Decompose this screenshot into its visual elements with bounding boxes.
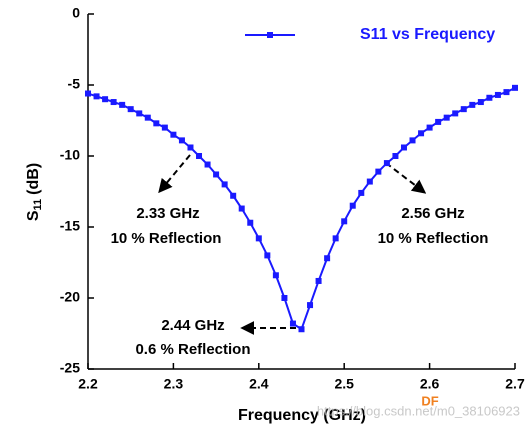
marker	[213, 171, 220, 178]
y-tick-label: -25	[60, 360, 80, 376]
marker	[366, 178, 373, 185]
y-label-subscript: 11	[32, 199, 44, 211]
marker	[153, 120, 160, 127]
marker	[383, 160, 390, 167]
x-axis-label: Frequency (GHz)	[238, 407, 366, 424]
marker	[136, 110, 143, 117]
marker	[460, 106, 467, 113]
marker	[477, 99, 484, 106]
watermark-url: https://blog.csdn.net/m0_38106923	[317, 403, 520, 418]
x-tick-label: 2.3	[164, 376, 184, 392]
marker	[358, 189, 365, 196]
marker	[494, 91, 501, 98]
marker	[85, 90, 91, 97]
marker	[469, 101, 476, 108]
marker	[392, 153, 399, 159]
marker	[315, 277, 322, 284]
marker	[204, 161, 211, 168]
y-tick-label: -10	[60, 147, 80, 163]
y-tick-label: -15	[60, 218, 80, 234]
x-tick-label: 2.5	[334, 376, 354, 392]
x-tick-label: 2.6	[420, 376, 440, 392]
y-axis-label: S11 (dB)	[25, 163, 44, 221]
marker	[332, 235, 339, 242]
y-tick-label: -5	[68, 76, 81, 92]
marker	[400, 144, 407, 151]
marker	[349, 202, 356, 209]
marker	[247, 219, 254, 226]
y-label-symbol: S	[25, 210, 42, 221]
x-tick-label: 2.7	[505, 376, 525, 392]
marker	[503, 89, 510, 96]
x-tick-label: 2.2	[78, 376, 98, 392]
arrow	[158, 154, 191, 194]
legend-label: S11 vs Frequency	[360, 26, 495, 43]
marker	[196, 153, 203, 159]
marker	[255, 235, 262, 242]
annotation: 2.44 GHz	[161, 317, 224, 334]
annotation: 2.33 GHz	[136, 205, 199, 222]
marker	[341, 218, 348, 225]
annotation: 2.56 GHz	[401, 205, 464, 222]
marker	[324, 255, 331, 262]
y-label-unit: (dB)	[25, 163, 42, 195]
watermark-mark: DF	[421, 393, 438, 408]
marker	[375, 168, 382, 175]
marker	[119, 101, 126, 108]
marker	[418, 130, 425, 137]
marker	[264, 252, 271, 259]
marker	[161, 124, 168, 131]
arrow	[385, 162, 427, 194]
marker	[110, 99, 117, 106]
marker	[144, 114, 151, 121]
marker	[486, 94, 493, 101]
marker	[298, 326, 305, 333]
annotation: 10 % Reflection	[378, 230, 489, 247]
marker	[435, 118, 442, 125]
x-tick-label: 2.4	[249, 376, 269, 392]
annotation-arrows	[158, 154, 427, 335]
marker	[272, 272, 279, 279]
marker	[221, 181, 228, 188]
marker	[102, 96, 109, 103]
marker	[238, 205, 245, 212]
marker	[307, 302, 314, 309]
marker	[512, 84, 518, 91]
marker	[93, 93, 100, 100]
marker	[426, 124, 433, 131]
marker	[409, 137, 416, 144]
marker	[127, 106, 134, 113]
marker	[452, 110, 459, 117]
annotation: 0.6 % Reflection	[135, 341, 250, 358]
y-tick-label: -20	[60, 289, 80, 305]
marker	[170, 131, 177, 138]
annotation: 10 % Reflection	[111, 230, 222, 247]
marker	[187, 144, 194, 151]
marker	[178, 137, 185, 144]
marker	[443, 114, 450, 121]
legend-marker	[267, 32, 273, 38]
marker	[281, 295, 288, 301]
marker	[230, 192, 237, 199]
y-tick-label: 0	[72, 5, 80, 21]
marker	[289, 320, 296, 327]
